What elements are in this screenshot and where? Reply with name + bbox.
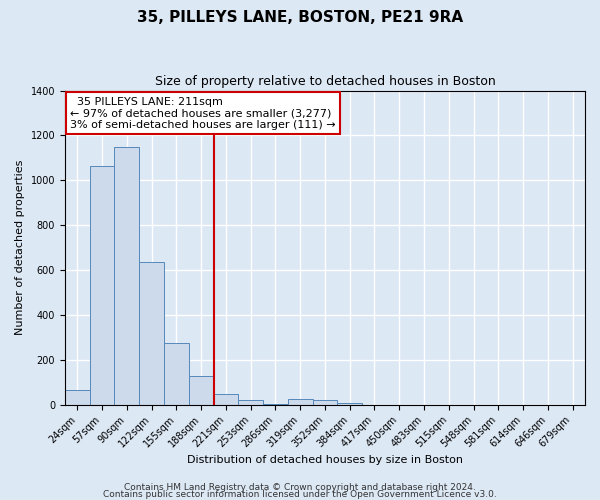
- Bar: [337, 402, 362, 405]
- Text: Contains public sector information licensed under the Open Government Licence v3: Contains public sector information licen…: [103, 490, 497, 499]
- Bar: [164, 343, 189, 405]
- Y-axis label: Number of detached properties: Number of detached properties: [15, 160, 25, 336]
- Bar: [139, 262, 164, 405]
- Bar: [263, 404, 288, 405]
- Bar: [214, 394, 238, 405]
- Text: 35 PILLEYS LANE: 211sqm  
← 97% of detached houses are smaller (3,277)
3% of sem: 35 PILLEYS LANE: 211sqm ← 97% of detache…: [70, 97, 336, 130]
- Title: Size of property relative to detached houses in Boston: Size of property relative to detached ho…: [155, 75, 496, 88]
- Bar: [288, 399, 313, 405]
- Bar: [238, 400, 263, 405]
- Bar: [89, 166, 115, 405]
- Bar: [189, 376, 214, 405]
- Bar: [65, 390, 89, 405]
- X-axis label: Distribution of detached houses by size in Boston: Distribution of detached houses by size …: [187, 455, 463, 465]
- Bar: [115, 146, 139, 405]
- Text: 35, PILLEYS LANE, BOSTON, PE21 9RA: 35, PILLEYS LANE, BOSTON, PE21 9RA: [137, 10, 463, 25]
- Text: Contains HM Land Registry data © Crown copyright and database right 2024.: Contains HM Land Registry data © Crown c…: [124, 484, 476, 492]
- Bar: [313, 400, 337, 405]
